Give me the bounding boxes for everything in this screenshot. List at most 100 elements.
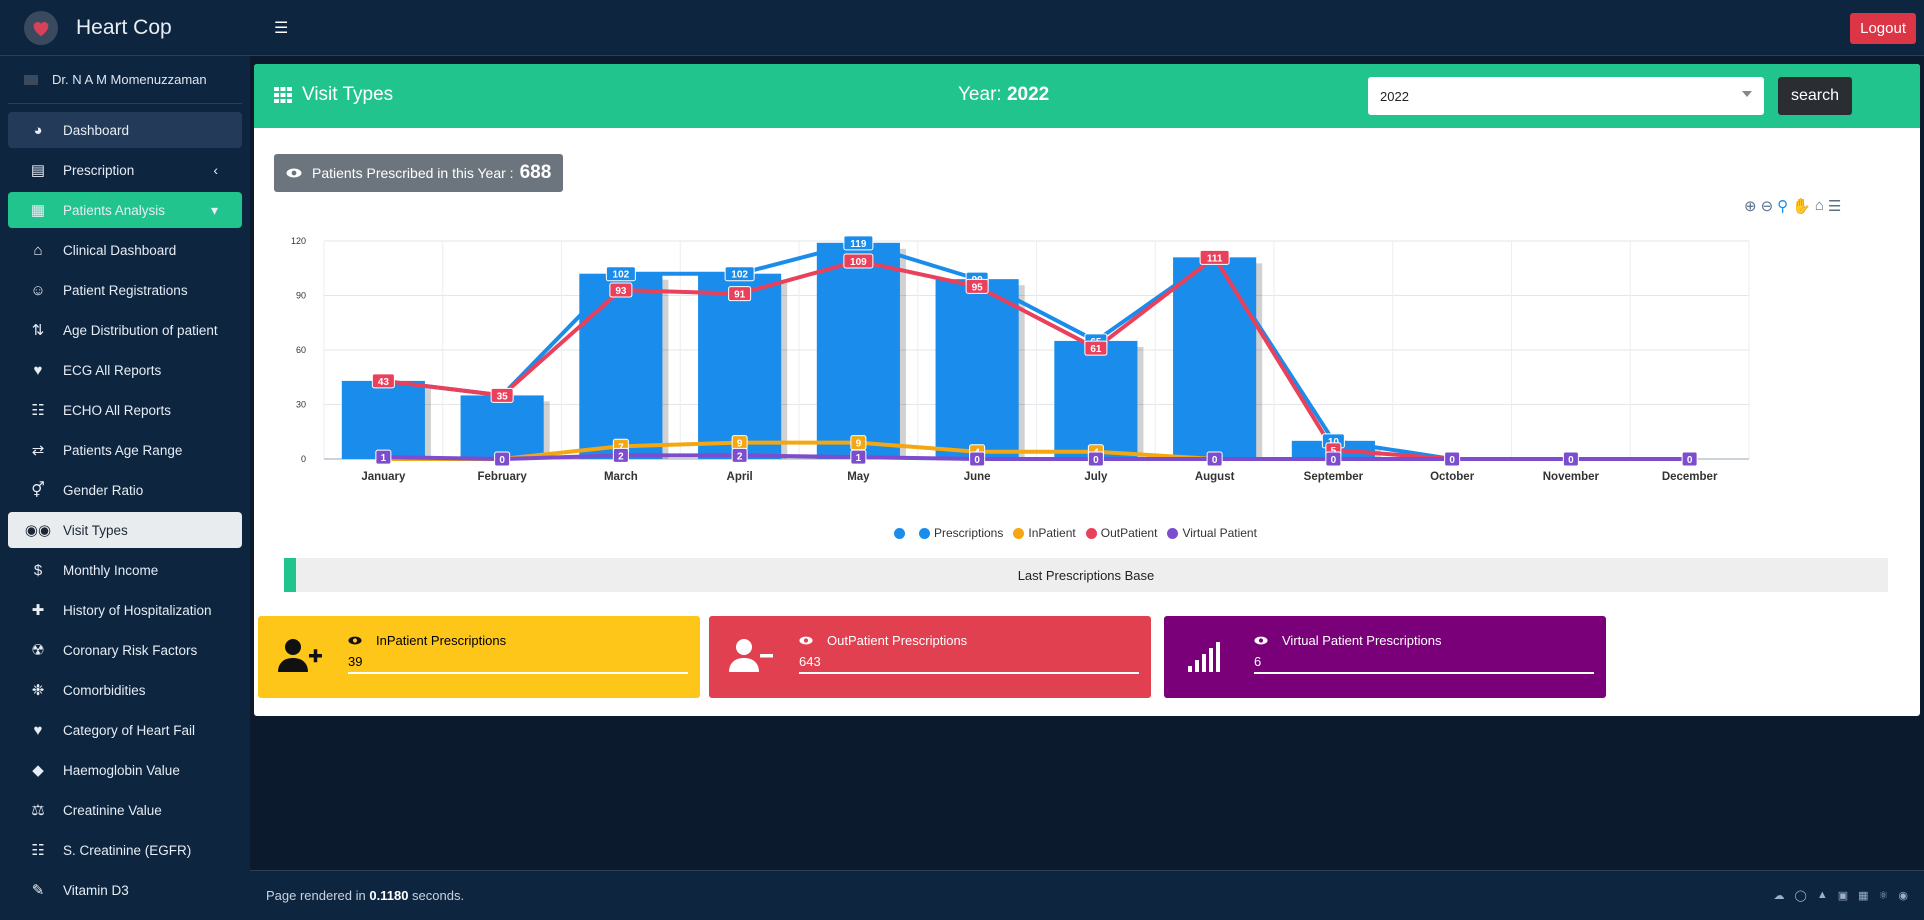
zoom-out-icon[interactable]: ⊖: [1760, 198, 1774, 215]
footer: Page rendered in 0.1180 seconds. ☁ ◯ ▲ ▣…: [250, 870, 1924, 920]
legend-label: Virtual Patient: [1182, 526, 1257, 540]
sidebar-item-gender-ratio[interactable]: ⚥ Gender Ratio: [8, 472, 242, 508]
hierarchy-icon: ☷: [31, 842, 45, 859]
y-tick-label: 60: [296, 345, 306, 355]
hamburger-menu-icon[interactable]: ☰: [274, 20, 289, 37]
legend-item[interactable]: InPatient: [1013, 526, 1076, 540]
sidebar-item-clinical-dashboard[interactable]: ⌂ Clinical Dashboard: [8, 232, 242, 268]
outpatient-underline: [799, 672, 1139, 674]
visit-types-chart: 0306090120102102119996510799444335939110…: [291, 235, 1750, 483]
x-tick-label: March: [604, 471, 638, 483]
data-label: 95: [972, 282, 984, 293]
data-label-box: [612, 447, 629, 463]
bar: [460, 395, 544, 459]
user-panel[interactable]: Dr. N A M Momenuzzaman: [8, 56, 242, 104]
logout-button[interactable]: Logout: [1850, 13, 1916, 44]
data-label: 102: [613, 270, 630, 281]
pan-icon[interactable]: ✋: [1792, 198, 1811, 215]
data-label: 2: [618, 451, 624, 462]
sidebar-item-vitamin-d3[interactable]: ✎ Vitamin D3: [8, 872, 242, 908]
eye-icon: [1254, 636, 1268, 645]
chart-legend: Prescriptions InPatient OutPatient Virtual …: [894, 526, 1257, 540]
grid-icon: [274, 87, 292, 103]
legend-item[interactable]: Prescriptions: [919, 526, 1003, 540]
data-label-box: [1199, 249, 1230, 265]
year-select-value: 2022: [1380, 88, 1409, 104]
virtual-underline: [1254, 672, 1594, 674]
sidebar-item-label: Patients Analysis: [63, 202, 166, 218]
page-title-text: Visit Types: [302, 84, 394, 105]
bootstrap-icon: ▣: [1837, 890, 1849, 902]
sidebar-item-visit-types[interactable]: ◉◉ Visit Types: [8, 512, 242, 548]
sidebar-item-history-of-hospitalization[interactable]: ✚ History of Hospitalization: [8, 592, 242, 628]
data-label: 61: [1090, 344, 1102, 355]
home-icon[interactable]: ⌂: [1814, 197, 1824, 214]
sidebar: Heart Cop Dr. N A M Momenuzzaman ◕ Dashbo…: [0, 0, 250, 920]
sidebar-item-haemoglobin-value[interactable]: ◆ Haemoglobin Value: [8, 752, 242, 788]
data-label-box: [609, 282, 633, 298]
legend-item[interactable]: Virtual Patient: [1167, 526, 1257, 540]
sidebar-item-label: Gender Ratio: [63, 482, 144, 498]
data-label: 0: [1568, 455, 1574, 466]
radiation-icon: ☢: [31, 642, 45, 659]
data-label: 119: [850, 239, 867, 250]
data-label: 0: [499, 455, 505, 466]
database-icon: ◉: [1898, 890, 1908, 902]
sidebar-item-patients-analysis[interactable]: ▦ Patients Analysis ▾: [8, 192, 242, 228]
sidebar-item-s-creatinine-egfr[interactable]: ☷ S. Creatinine (EGFR): [8, 832, 242, 868]
react-icon: ⚛: [1878, 890, 1889, 902]
footer-suffix: seconds.: [412, 888, 465, 903]
sidebar-item-creatinine-value[interactable]: ⚖ Creatinine Value: [8, 792, 242, 828]
legend-label: InPatient: [1028, 526, 1076, 540]
zoom-in-icon[interactable]: ⊕: [1744, 198, 1757, 215]
legend-bar-marker[interactable]: [894, 526, 909, 540]
prescription-icon: ▤: [30, 162, 46, 179]
sidebar-item-label: Patients Age Range: [63, 442, 183, 458]
sidebar-item-age-distribution-of-patient[interactable]: ⇅ Age Distribution of patient: [8, 312, 242, 348]
search-button[interactable]: search: [1778, 77, 1852, 115]
card-header: Visit Types Year: 2022 2022 search: [254, 64, 1920, 128]
sidebar-item-prescription[interactable]: ▤ Prescription ‹: [8, 152, 242, 188]
x-tick-label: July: [1084, 471, 1108, 483]
legend-item[interactable]: OutPatient: [1085, 526, 1157, 540]
virtual-stat-box: Virtual Patient Prescriptions 6: [1164, 616, 1606, 698]
data-label: 0: [1449, 455, 1455, 466]
sidebar-item-label: S. Creatinine (EGFR): [63, 842, 192, 858]
virtual-label-text: Virtual Patient Prescriptions: [1282, 633, 1442, 648]
inpatient-underline: [348, 672, 688, 674]
sidebar-item-dashboard[interactable]: ◕ Dashboard: [8, 112, 242, 148]
eye-icon: [348, 636, 362, 645]
brand[interactable]: Heart Cop: [0, 0, 250, 56]
sidebar-item-comorbidities[interactable]: ❉ Comorbidities: [8, 672, 242, 708]
x-tick-label: April: [727, 471, 753, 483]
sidebar-item-echo-all-reports[interactable]: ☷ ECHO All Reports: [8, 392, 242, 428]
sidebar-item-category-of-heart-fail[interactable]: ♥ Category of Heart Fail: [8, 712, 242, 748]
search-zoom-icon[interactable]: ⚲: [1777, 198, 1789, 215]
sidebar-item-label: Age Distribution of patient: [63, 322, 218, 338]
angular-icon: ▲: [1816, 889, 1828, 901]
sidebar-item-ecg-all-reports[interactable]: ♥ ECG All Reports: [8, 352, 242, 388]
dollar-icon: $: [33, 561, 43, 579]
grid-square-icon: ▦: [1858, 890, 1869, 902]
user-minus-icon: [729, 639, 773, 672]
sidebar-item-label: Vitamin D3: [63, 882, 129, 898]
last-prescriptions-bar: Last Prescriptions Base: [284, 558, 1888, 592]
y-tick-label: 90: [296, 291, 306, 301]
x-tick-label: May: [847, 471, 870, 483]
year-select[interactable]: 2022: [1368, 77, 1764, 115]
capsule-icon: ✎: [31, 882, 45, 899]
data-label-box: [371, 373, 395, 389]
sidebar-item-patient-registrations[interactable]: ☺ Patient Registrations: [8, 272, 242, 308]
menu-icon[interactable]: ☰: [1827, 198, 1842, 215]
year-label: Year: 2022: [958, 84, 1049, 106]
sidebar-item-monthly-income[interactable]: $ Monthly Income: [8, 552, 242, 588]
inpatient-value: 39: [348, 654, 363, 669]
exchange-icon: ⇄: [31, 442, 45, 459]
data-label-box: [724, 266, 755, 282]
sidebar-item-label: Prescription: [63, 162, 135, 178]
data-label: 2: [737, 451, 743, 462]
data-label-box: [494, 451, 511, 467]
sidebar-item-patients-age-range[interactable]: ⇄ Patients Age Range: [8, 432, 242, 468]
sidebar-item-coronary-risk-factors[interactable]: ☢ Coronary Risk Factors: [8, 632, 242, 668]
analysis-icon: ▦: [30, 202, 46, 219]
